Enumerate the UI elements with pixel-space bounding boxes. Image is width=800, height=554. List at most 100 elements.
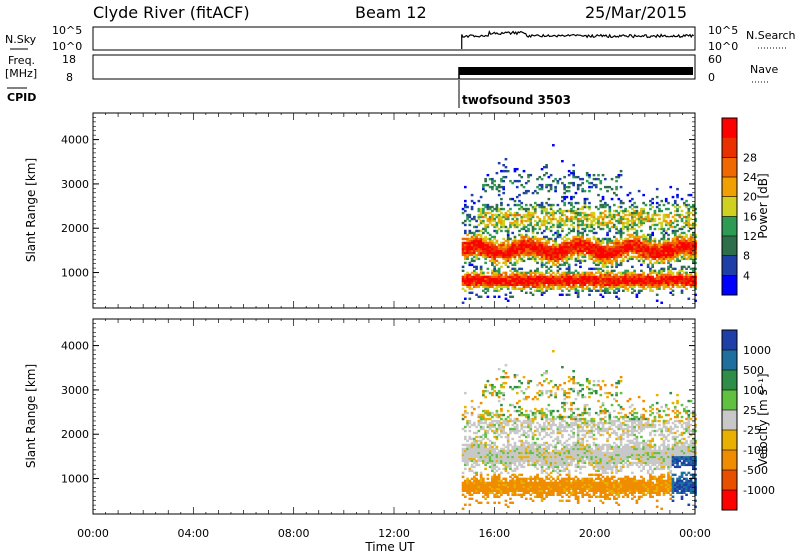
velocity-cell: [468, 453, 472, 457]
power-cell: [678, 285, 682, 289]
power-cell: [619, 227, 623, 231]
power-cell: [664, 273, 668, 277]
power-cell: [477, 277, 481, 281]
power-cell: [540, 273, 544, 277]
velocity-cell: [536, 445, 539, 449]
velocity-cell: [531, 441, 535, 445]
power-cell: [547, 241, 551, 245]
power-cell: [506, 203, 510, 207]
power-cell: [682, 257, 686, 261]
power-cell: [558, 251, 562, 255]
velocity-cell: [545, 407, 548, 411]
power-cell: [673, 243, 677, 247]
power-cell: [542, 283, 546, 287]
power-cell: [637, 245, 641, 249]
power-cell: [635, 255, 639, 259]
power-cell: [509, 255, 512, 259]
velocity-cell: [475, 451, 478, 455]
power-cell: [463, 229, 467, 233]
velocity-cell: [461, 489, 465, 493]
power-cell: [581, 273, 585, 277]
power-cell: [549, 245, 553, 249]
power-cell: [637, 221, 641, 225]
velocity-cell: [468, 503, 472, 506]
power-cell: [622, 221, 625, 225]
power-cell: [682, 265, 686, 269]
power-cell: [500, 243, 503, 247]
power-cell: [540, 291, 544, 294]
power-cell: [561, 217, 564, 221]
power-cell: [477, 251, 481, 255]
power-cell: [554, 185, 557, 189]
power-cell: [664, 251, 668, 255]
power-cell: [594, 275, 598, 279]
power-cell: [549, 237, 553, 241]
power-cell: [642, 235, 645, 239]
power-cell: [671, 271, 675, 275]
velocity-cell: [520, 453, 524, 457]
power-cell: [669, 273, 673, 277]
velocity-cell: [574, 487, 578, 491]
velocity-cell: [463, 447, 467, 451]
velocity-cell: [561, 469, 564, 473]
power-cell: [592, 285, 596, 289]
power-cell: [540, 265, 544, 269]
power-cell: [642, 233, 645, 237]
power-cell: [601, 249, 605, 253]
velocity-cell: [561, 485, 564, 489]
power-cell: [515, 225, 519, 229]
velocity-cell: [461, 485, 465, 489]
velocity-cell: [468, 491, 472, 495]
power-cell: [572, 275, 575, 279]
velocity-cell: [556, 471, 560, 475]
power-cell: [486, 287, 490, 291]
velocity-cell: [511, 427, 515, 431]
power-cell: [606, 231, 609, 235]
power-cell: [581, 219, 585, 223]
power-cell: [565, 185, 569, 189]
power-cell: [658, 279, 661, 283]
power-cell: [502, 169, 506, 173]
power-cell: [542, 273, 546, 277]
velocity-cell: [486, 437, 490, 441]
power-cell: [475, 257, 478, 261]
power-cell: [617, 251, 621, 255]
velocity-cell: [463, 489, 467, 493]
power-cell: [680, 269, 684, 273]
power-cell: [527, 219, 530, 223]
velocity-cell: [522, 419, 526, 423]
velocity-cell: [563, 397, 566, 401]
velocity-cell: [540, 493, 544, 497]
power-cell: [479, 243, 483, 247]
power-cell: [689, 241, 693, 245]
power-cell: [538, 279, 542, 283]
power-cell: [561, 279, 564, 283]
power-cell: [511, 223, 515, 227]
power-cell: [646, 217, 650, 221]
velocity-cell: [527, 477, 530, 481]
power-cell: [655, 293, 659, 296]
power-cell: [511, 279, 515, 283]
velocity-cell: [488, 483, 492, 487]
velocity-cell: [477, 421, 481, 425]
power-cell: [552, 279, 555, 283]
velocity-cell: [486, 457, 490, 461]
power-cell: [497, 289, 501, 293]
power-cell: [594, 263, 598, 267]
velocity-cell: [470, 463, 474, 467]
power-cell: [597, 215, 600, 219]
power-cell: [484, 281, 487, 285]
power-cell: [558, 255, 562, 259]
power-cell: [628, 241, 632, 245]
power-cell: [470, 241, 474, 245]
power-cell: [612, 225, 616, 229]
velocity-cell: [515, 401, 519, 405]
power-cell: [533, 207, 537, 211]
power-cell: [547, 183, 551, 187]
velocity-cell: [513, 431, 517, 435]
velocity-cell: [479, 401, 483, 405]
power-cell: [588, 175, 591, 179]
power-cell: [513, 275, 517, 279]
power-cell: [556, 281, 560, 285]
power-cell: [484, 237, 487, 241]
